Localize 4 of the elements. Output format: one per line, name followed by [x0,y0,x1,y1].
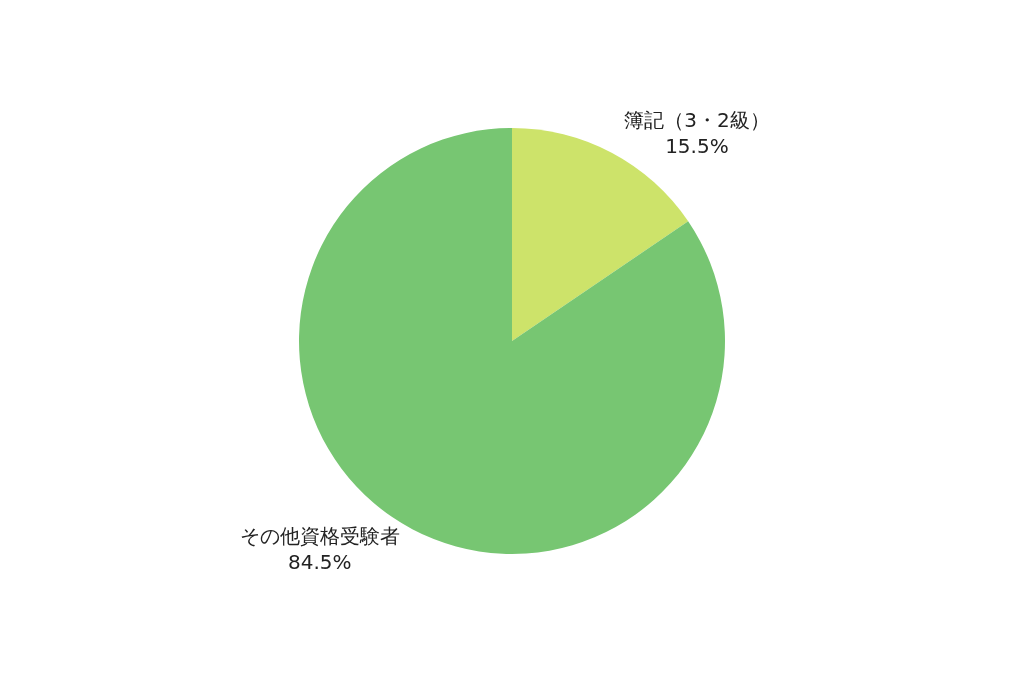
slice-label: 簿記（3・2級） [624,108,770,133]
data-label: 84.5% [288,549,352,574]
data-label: 15.5% [665,134,729,159]
slice-label: その他資格受験者 [239,523,400,548]
